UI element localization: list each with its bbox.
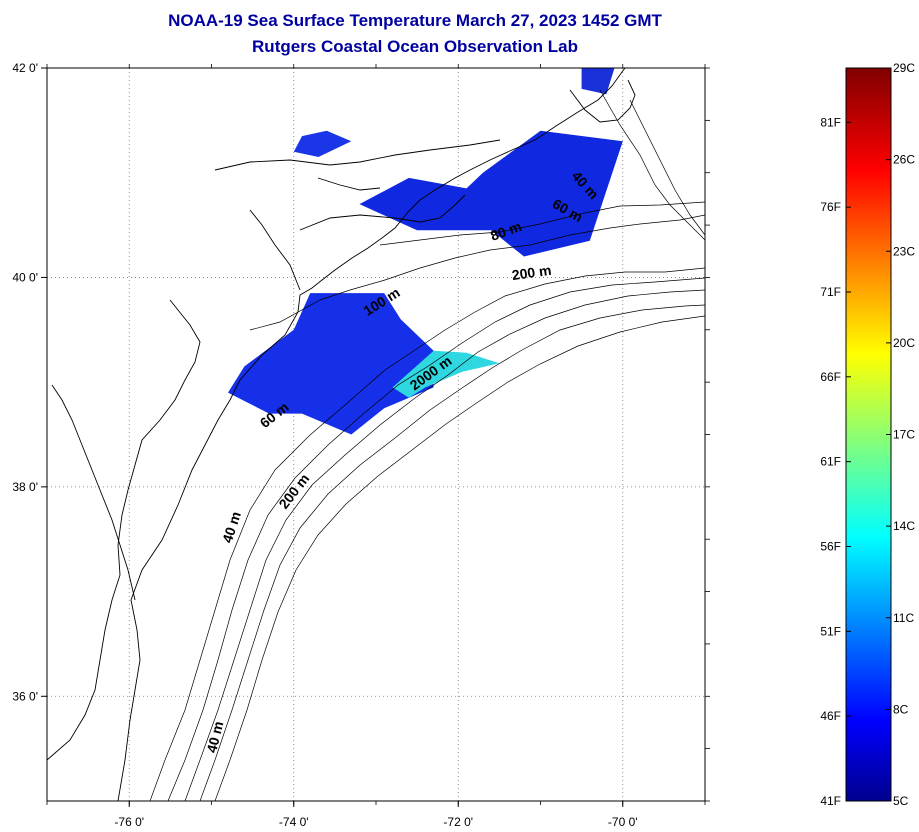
lat-tick-label: 40 0' <box>12 270 38 284</box>
sst-patch-1 <box>228 293 434 435</box>
colorbar-c-label: 11C <box>893 611 914 625</box>
colorbar-f-label: 66F <box>820 370 841 384</box>
colorbar-c-label: 8C <box>893 702 909 716</box>
colorbar-c-label: 14C <box>893 519 915 533</box>
colorbar-ticks: 29C 26C 23C 20C 17C 14C 11C 8C 5C 81F 76F 71F 66F 61F… <box>820 61 915 808</box>
colorbar-f-label: 56F <box>820 539 841 553</box>
sst-patch-3 <box>581 68 615 95</box>
map-subtitle: Rutgers Coastal Ocean Observation Lab <box>252 37 578 56</box>
axis-labels: -76 0' -74 0' -72 0' -70 0' 42 0' 40 0' 38 0' 3… <box>12 61 710 829</box>
colorbar-f-label: 41F <box>820 794 841 808</box>
contour-label: 200 m <box>275 471 312 512</box>
sst-patch-0 <box>359 130 623 257</box>
colorbar-c-label: 23C <box>893 244 915 258</box>
colorbar-c-label: 29C <box>893 61 915 75</box>
colorbar-gradient <box>845 67 892 802</box>
contour-label: 40 m <box>203 720 226 755</box>
map-title: NOAA-19 Sea Surface Temperature March 27… <box>168 11 662 30</box>
sst-patch-4 <box>392 350 500 398</box>
contour-label: 200 m <box>511 262 553 283</box>
colorbar-c-label: 26C <box>893 153 915 167</box>
colorbar: 29C 26C 23C 20C 17C 14C 11C 8C 5C 81F 76F 71F 66F 61F… <box>820 61 915 808</box>
colorbar-f-label: 71F <box>820 285 841 299</box>
contour-label: 40 m <box>219 510 244 545</box>
sst-patches <box>228 68 623 435</box>
sst-patch-2 <box>293 130 352 157</box>
lon-tick-label: -70 0' <box>608 815 638 829</box>
colorbar-c-label: 17C <box>893 428 915 442</box>
lon-tick-label: -72 0' <box>443 815 473 829</box>
lon-tick-label: -74 0' <box>279 815 309 829</box>
colorbar-f-label: 61F <box>820 455 841 469</box>
lat-tick-label: 42 0' <box>12 61 38 75</box>
colorbar-c-label: 20C <box>893 336 915 350</box>
bathymetry-contours <box>149 89 705 801</box>
colorbar-f-label: 51F <box>820 624 841 638</box>
colorbar-f-label: 81F <box>820 115 841 129</box>
lon-tick-label: -76 0' <box>114 815 144 829</box>
colorbar-f-label: 76F <box>820 200 841 214</box>
coastline <box>47 68 636 801</box>
colorbar-c-label: 5C <box>893 794 909 808</box>
lat-tick-label: 36 0' <box>12 689 38 703</box>
lat-tick-label: 38 0' <box>12 480 38 494</box>
colorbar-f-label: 46F <box>820 709 841 723</box>
